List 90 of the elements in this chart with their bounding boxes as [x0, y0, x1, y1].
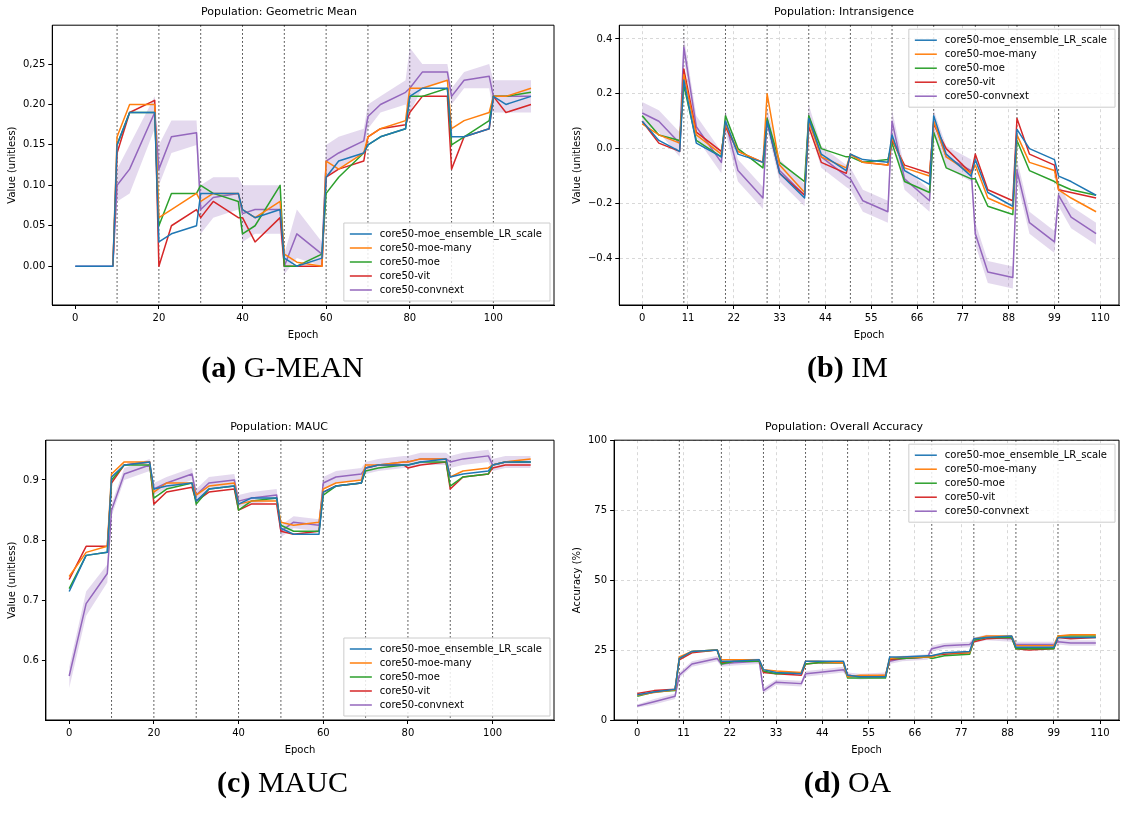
legend-label: core50-vit: [379, 684, 431, 696]
x-tick-label: 20: [152, 311, 166, 323]
x-tick-label: 80: [401, 726, 415, 738]
y-tick-label: 0.4: [596, 32, 613, 44]
x-tick-label: 60: [319, 311, 333, 323]
x-tick-label: 0: [72, 311, 79, 323]
x-tick-label: 0: [639, 311, 646, 323]
y-tick-label: −0.2: [587, 197, 613, 209]
legend-label: core50-moe_ensemble_LR_scale: [944, 33, 1108, 46]
x-tick-label: 99: [1047, 726, 1061, 738]
y-tick-label: 0.7: [23, 594, 39, 606]
legend-label: core50-moe-many: [379, 656, 472, 668]
x-tick-label: 22: [723, 726, 737, 738]
x-tick-label: 66: [908, 726, 922, 738]
legend-label: core50-vit: [379, 269, 431, 281]
x-tick-label: 80: [403, 311, 417, 323]
x-tick-label: 33: [773, 311, 786, 323]
legend-label: core50-moe: [379, 670, 440, 682]
legend-label: core50-convnext: [379, 698, 464, 710]
x-tick-label: 77: [956, 311, 970, 323]
x-tick-label: 20: [147, 726, 161, 738]
chart-title: Population: Intransigence: [773, 5, 915, 19]
legend-label: core50-moe_ensemble_LR_scale: [379, 642, 543, 655]
legend-label: core50-convnext: [379, 283, 464, 295]
x-tick-label: 0: [66, 726, 73, 738]
x-tick-label: 22: [727, 311, 741, 323]
x-tick-label: 40: [236, 311, 249, 323]
x-tick-label: 110: [1090, 726, 1110, 738]
y-tick-label: 0.00: [23, 259, 46, 271]
x-axis-title: Epoch: [284, 743, 316, 755]
x-tick-label: 66: [910, 311, 924, 323]
x-tick-label: 99: [1048, 311, 1061, 323]
x-tick-label: 55: [862, 726, 876, 738]
y-tick-label: 0: [600, 713, 608, 725]
y-tick-label: 0.0: [596, 142, 613, 154]
legend-label: core50-vit: [944, 490, 996, 502]
x-tick-label: 44: [816, 726, 829, 738]
chart-title: Population: MAUC: [230, 420, 329, 434]
text: (a) G-MEAN: [201, 350, 364, 383]
x-tick-label: 40: [232, 726, 245, 738]
y-tick-label: 0.8: [23, 533, 39, 545]
x-tick-label: 77: [954, 726, 968, 738]
y-tick-label: 25: [594, 643, 608, 655]
legend-label: core50-moe: [379, 255, 440, 267]
y-axis-title: Accuracy (%): [570, 546, 582, 614]
y-tick-label: 0.6: [23, 654, 39, 666]
y-tick-label: 50: [594, 573, 608, 585]
chart-title: Population: Overall Accuracy: [764, 420, 924, 434]
y-axis-title: Value (unitless): [5, 541, 17, 619]
legend-label: core50-moe-many: [944, 462, 1037, 474]
text: (b) IM: [807, 350, 888, 383]
x-tick-label: 100: [483, 311, 503, 323]
y-tick-label: 100: [587, 433, 608, 445]
legend-label: core50-moe_ensemble_LR_scale: [379, 227, 543, 240]
x-tick-label: 0: [634, 726, 641, 738]
x-tick-label: 88: [1002, 311, 1016, 323]
legend-label: core50-moe: [944, 476, 1005, 488]
y-axis-title: Value (unitless): [570, 126, 582, 204]
y-tick-label: 0.20: [23, 98, 46, 110]
chart-title: Population: Geometric Mean: [201, 5, 357, 19]
y-tick-label: 0.2: [596, 87, 613, 99]
x-tick-label: 60: [316, 726, 330, 738]
legend-label: core50-moe: [944, 61, 1005, 73]
y-tick-label: 0.05: [23, 219, 46, 231]
legend-label: core50-convnext: [944, 504, 1029, 516]
y-tick-label: −0.4: [587, 251, 613, 263]
x-tick-label: 33: [769, 726, 783, 738]
x-tick-label: 11: [677, 726, 690, 738]
legend-label: core50-convnext: [944, 89, 1029, 101]
y-tick-label: 0.10: [23, 178, 46, 190]
x-tick-label: 44: [819, 311, 832, 323]
x-axis-title: Epoch: [287, 328, 319, 340]
x-axis-title: Epoch: [853, 328, 885, 340]
text: (c) MAUC: [217, 765, 348, 798]
y-axis-title: Value (unitless): [5, 126, 17, 204]
x-tick-label: 110: [1090, 311, 1110, 323]
legend-label: core50-moe-many: [379, 241, 472, 253]
x-axis-title: Epoch: [851, 743, 882, 755]
x-tick-label: 100: [483, 726, 503, 738]
y-tick-label: 0.15: [23, 138, 46, 150]
x-tick-label: 88: [1001, 726, 1014, 738]
text: (d) OA: [803, 765, 892, 798]
y-tick-label: 0,25: [23, 57, 46, 69]
legend-label: core50-moe-many: [944, 47, 1037, 59]
x-tick-label: 55: [864, 311, 878, 323]
y-tick-label: 0.9: [23, 473, 39, 485]
y-tick-label: 75: [594, 503, 608, 515]
legend-label: core50-moe_ensemble_LR_scale: [944, 448, 1108, 461]
legend-label: core50-vit: [944, 75, 996, 87]
x-tick-label: 11: [681, 311, 695, 323]
